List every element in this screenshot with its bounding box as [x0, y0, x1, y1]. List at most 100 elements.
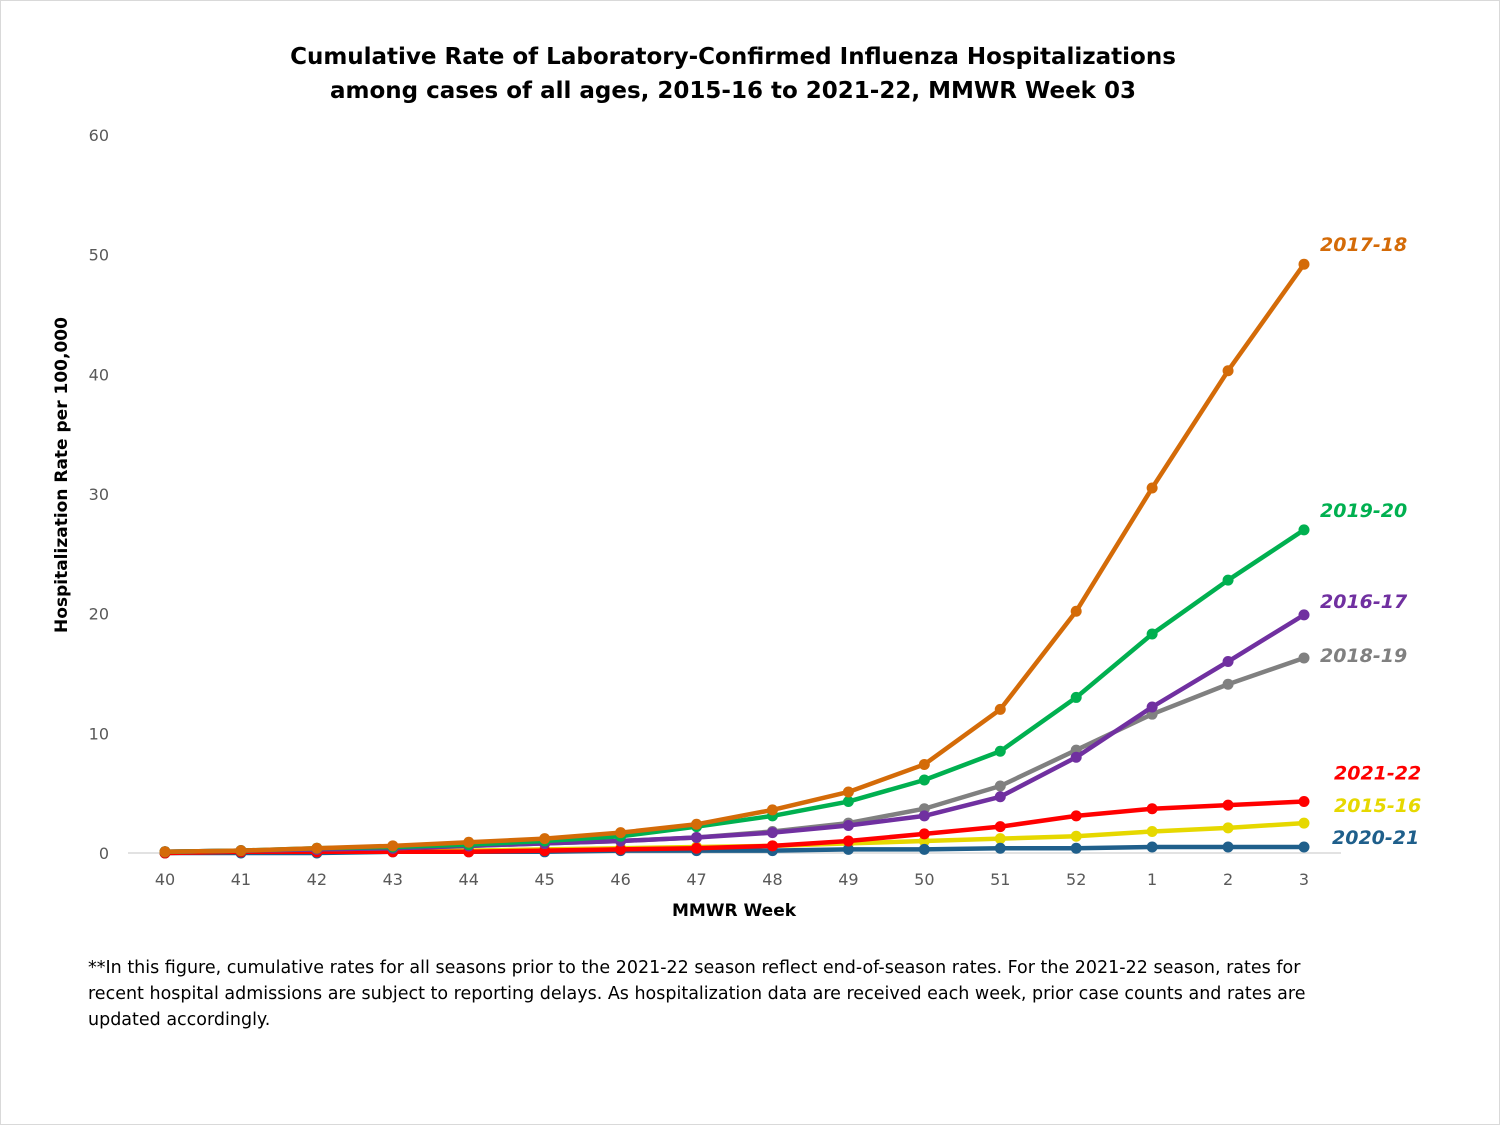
data-point [159, 846, 171, 858]
series-label-2019-20: 2019-20 [1320, 500, 1407, 522]
footnote: **In this figure, cumulative rates for a… [88, 958, 1306, 1030]
x-axis-ticks: 40 41 42 43 44 45 46 47 48 49 50 51 52 1 2 3 [155, 870, 1309, 889]
data-point [1070, 842, 1082, 854]
data-point [1298, 841, 1310, 853]
x-tick-label: 1 [1147, 870, 1157, 889]
series-label-2018-19: 2018-19 [1320, 645, 1407, 667]
data-point [918, 758, 930, 770]
series-2019-20 [159, 524, 1310, 858]
data-point [842, 819, 854, 831]
x-tick-label: 40 [155, 870, 175, 889]
data-point [918, 843, 930, 855]
x-tick-label: 48 [762, 870, 782, 889]
x-tick-label: 42 [307, 870, 327, 889]
data-point [1222, 574, 1234, 586]
x-tick-label: 44 [459, 870, 479, 889]
data-point [918, 774, 930, 786]
data-point [1222, 841, 1234, 853]
series-label-2017-18: 2017-18 [1320, 234, 1407, 256]
series-label-2020-21: 2020-21 [1332, 827, 1419, 849]
data-point [1070, 751, 1082, 763]
data-point [1222, 365, 1234, 377]
data-point [1070, 830, 1082, 842]
data-point [691, 842, 703, 854]
data-point [1298, 258, 1310, 270]
data-point [766, 827, 778, 839]
data-point [994, 842, 1006, 854]
x-tick-label: 46 [610, 870, 630, 889]
series-layer [159, 258, 1310, 859]
series-line [162, 799, 1307, 856]
y-tick-label: 60 [89, 126, 109, 145]
data-point [1070, 810, 1082, 822]
y-tick-label: 40 [89, 365, 109, 384]
chart-title-line-1: Cumulative Rate of Laboratory-Confirmed … [290, 44, 1176, 70]
series-2017-18 [159, 258, 1310, 858]
series-label-2015-16: 2015-16 [1334, 795, 1421, 817]
series-2018-19 [159, 652, 1310, 858]
data-point [1222, 799, 1234, 811]
x-tick-label: 52 [1066, 870, 1086, 889]
data-point [994, 833, 1006, 845]
series-label-2016-17: 2016-17 [1320, 591, 1408, 613]
data-point [311, 842, 323, 854]
y-tick-label: 10 [89, 724, 109, 743]
series-labels: 2015-16 2020-21 2021-22 2018-19 2016-17 2019-… [1320, 234, 1421, 849]
x-tick-label: 41 [231, 870, 251, 889]
data-point [1146, 628, 1158, 640]
data-point [918, 810, 930, 822]
series-label-2021-22: 2021-22 [1334, 763, 1421, 785]
chart-title-line-2: among cases of all ages, 2015-16 to 2021… [329, 78, 1136, 104]
x-axis-title: MMWR Week [672, 901, 797, 921]
x-tick-label: 47 [686, 870, 706, 889]
y-tick-label: 0 [99, 844, 109, 863]
data-point [463, 836, 475, 848]
data-point [1298, 817, 1310, 829]
data-point [1298, 652, 1310, 664]
data-point [1146, 825, 1158, 837]
x-tick-label: 50 [914, 870, 934, 889]
data-point [994, 745, 1006, 757]
x-tick-label: 45 [534, 870, 554, 889]
series-line [162, 527, 1307, 855]
data-point [994, 791, 1006, 803]
data-point [1146, 482, 1158, 494]
data-point [1146, 701, 1158, 713]
data-point [1298, 796, 1310, 808]
y-axis-ticks: 0 10 20 30 40 50 60 [89, 126, 109, 863]
data-point [1146, 803, 1158, 815]
data-point [766, 840, 778, 852]
data-point [1298, 609, 1310, 621]
x-tick-label: 2 [1223, 870, 1233, 889]
y-tick-label: 50 [89, 246, 109, 265]
data-point [842, 796, 854, 808]
data-point [691, 818, 703, 830]
x-tick-label: 51 [990, 870, 1010, 889]
data-point [994, 821, 1006, 833]
data-point [842, 786, 854, 798]
x-tick-label: 49 [838, 870, 858, 889]
data-point [842, 835, 854, 847]
chart-title: Cumulative Rate of Laboratory-Confirmed … [0, 40, 1466, 108]
data-point [1070, 605, 1082, 617]
data-point [918, 828, 930, 840]
data-point [615, 827, 627, 839]
data-point [766, 804, 778, 816]
line-chart: 0 10 20 30 40 50 60 40 41 42 43 44 45 46 47 48 49 50 51 52… [52, 126, 1421, 921]
data-point [235, 845, 247, 857]
data-point [1222, 678, 1234, 690]
data-point [994, 780, 1006, 792]
data-point [842, 843, 854, 855]
data-point [691, 831, 703, 843]
data-point [1298, 524, 1310, 536]
data-point [1070, 691, 1082, 703]
data-point [615, 843, 627, 855]
y-tick-label: 30 [89, 485, 109, 504]
y-tick-label: 20 [89, 605, 109, 624]
data-point [1222, 822, 1234, 834]
y-axis-title: Hospitalization Rate per 100,000 [52, 317, 72, 633]
data-point [387, 840, 399, 852]
x-tick-label: 3 [1299, 870, 1309, 889]
series-line [162, 261, 1307, 855]
data-point [1146, 841, 1158, 853]
